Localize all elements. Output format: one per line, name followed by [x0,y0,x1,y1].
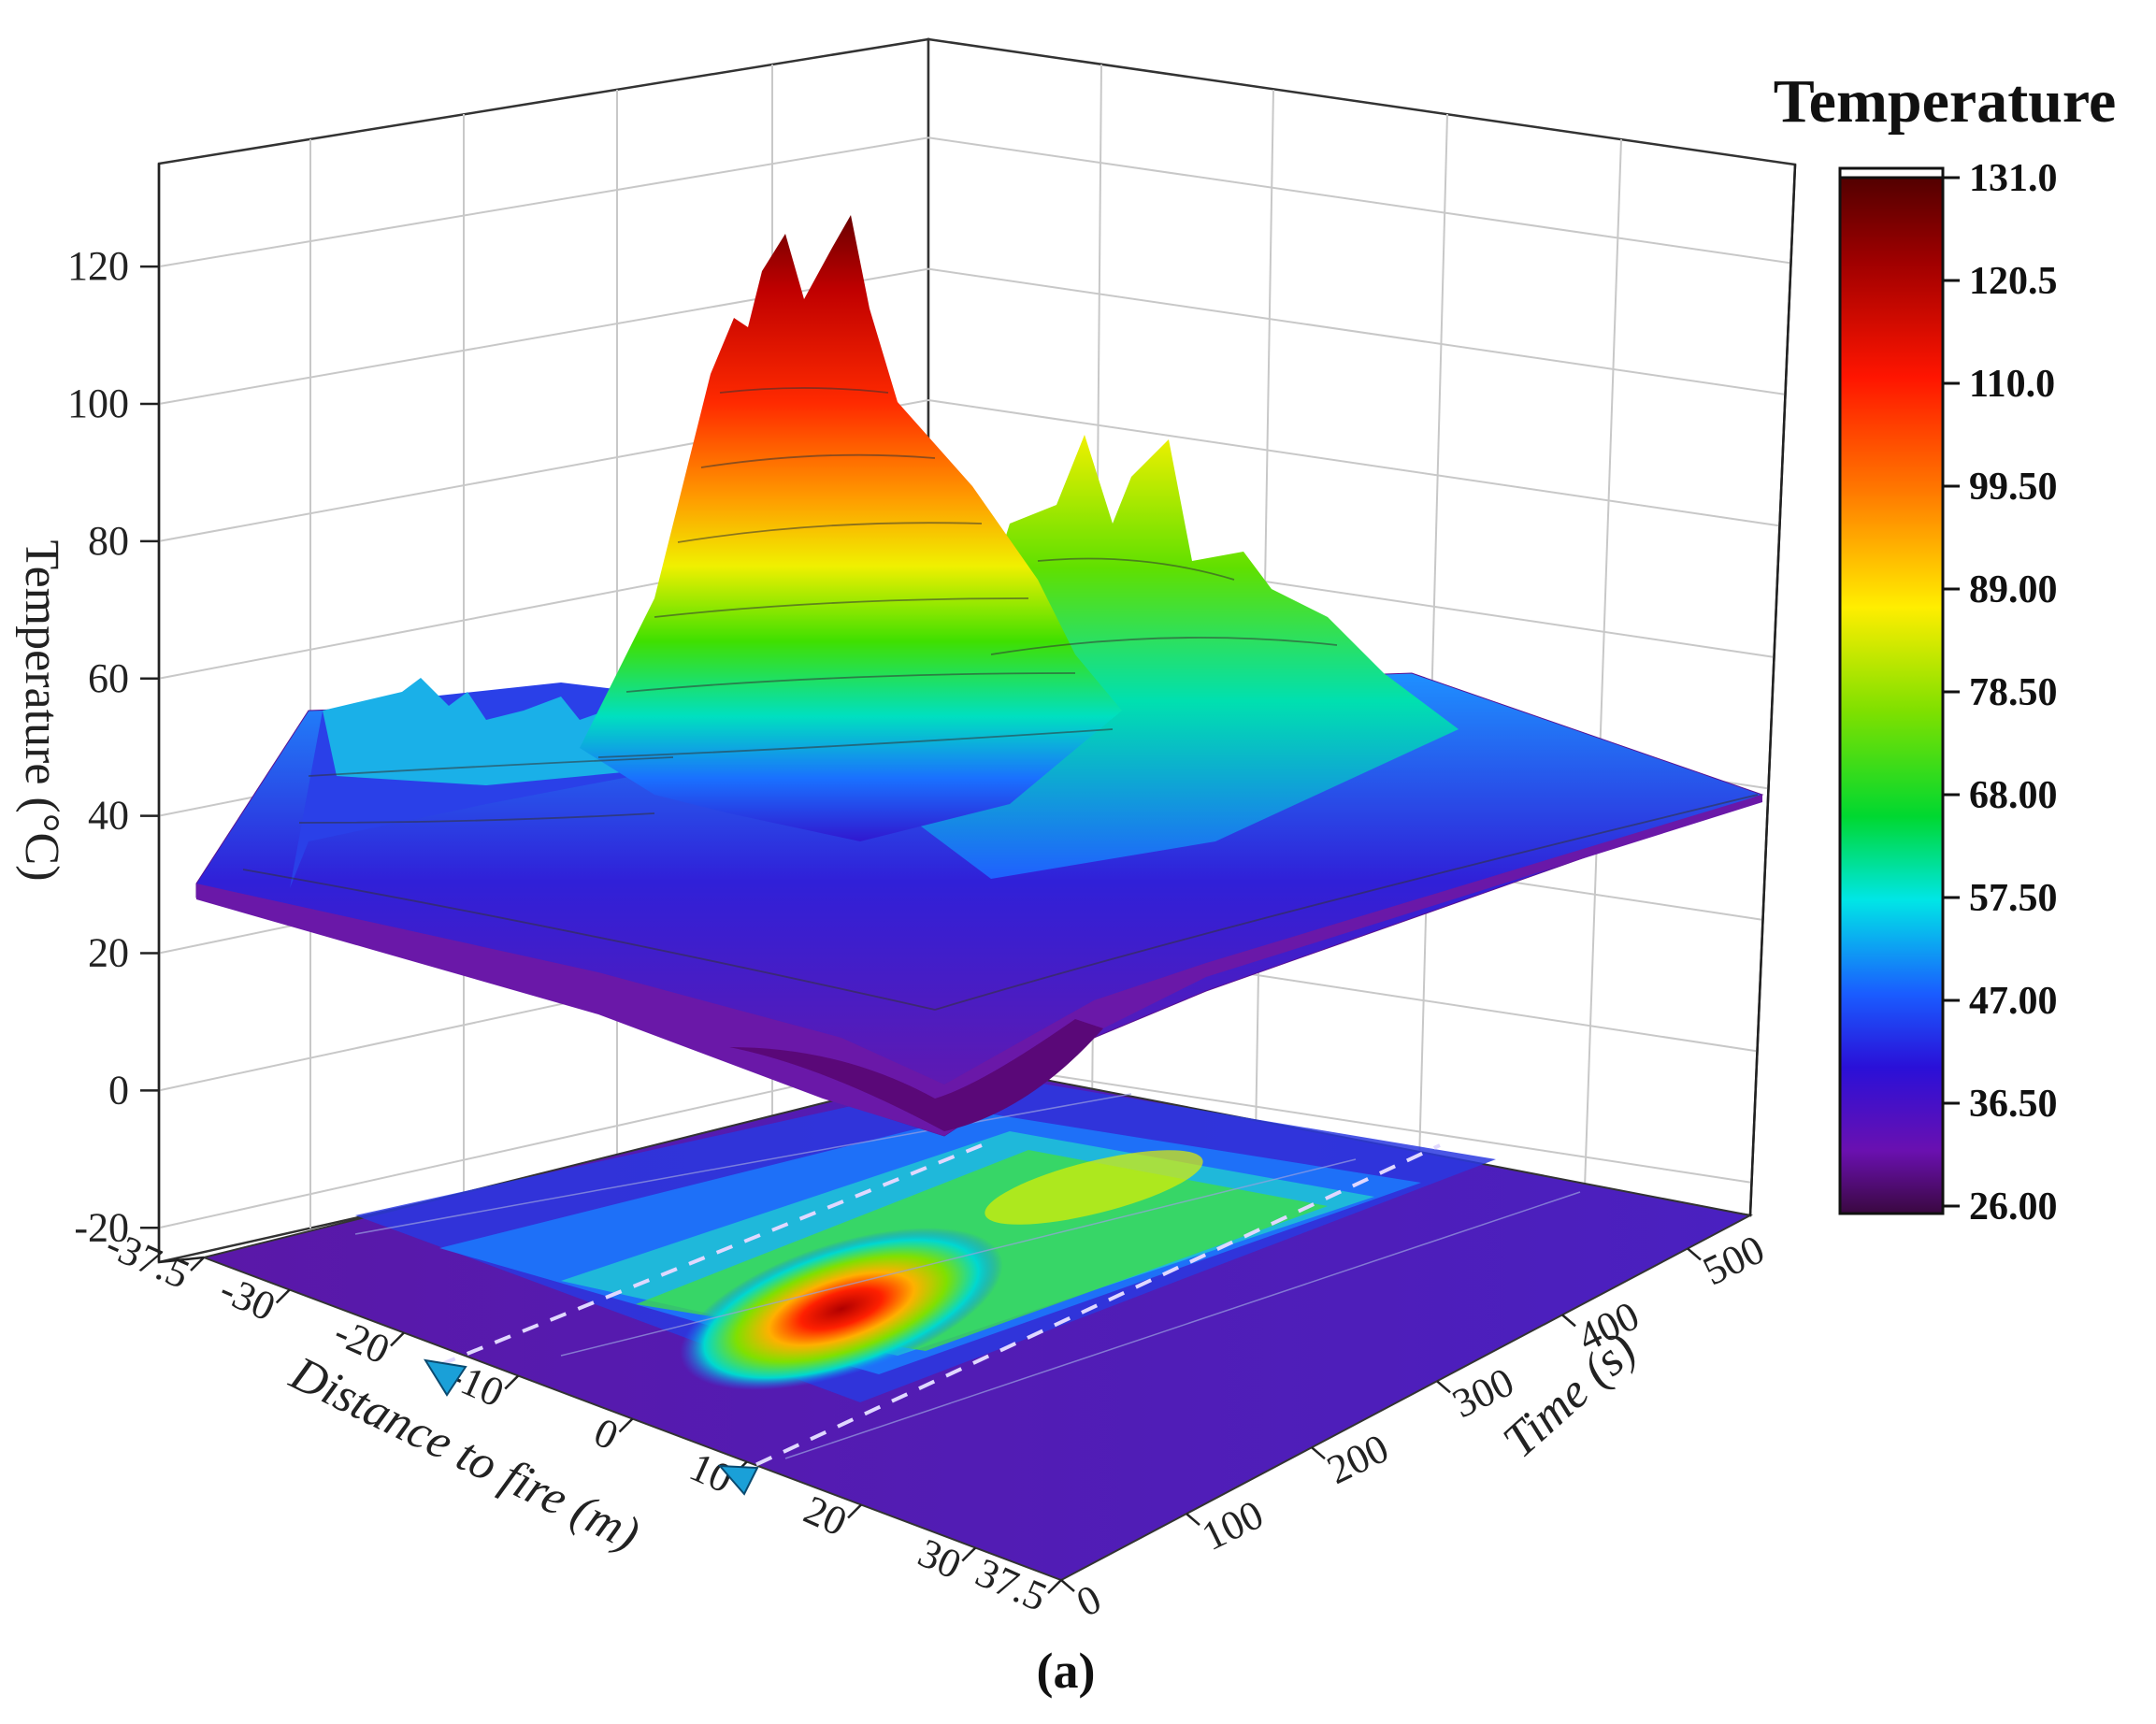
x-tick-mark [390,1331,405,1347]
z-axis-ticks: -20 0 20 40 60 80 100 120 [67,243,159,1250]
colorbar-tick-label: 110.0 [1969,363,2055,406]
z-tick-label: 120 [67,243,129,289]
floor-contour-map [200,1064,1753,1582]
z-axis-title: Temperature (°C) [15,539,68,881]
colorbar-tick-label: 36.50 [1969,1083,2058,1126]
panel-label: (a) [1037,1643,1096,1699]
position-markers [423,1358,759,1496]
colorbar-tick-label: 89.00 [1969,568,2058,611]
y-tick-mark [1060,1579,1075,1592]
z-tick-label: 0 [108,1067,129,1113]
z-tick-label: 20 [88,930,129,976]
marker-left [423,1358,467,1397]
z-tick-label: 100 [67,381,129,426]
y-tick-mark [1311,1446,1326,1460]
x-tick-label: 0 [587,1409,625,1459]
x-tick-mark [504,1374,520,1390]
temperature-surface [195,215,1764,1137]
x-tick-mark [190,1257,205,1271]
z-tick-label: 80 [88,518,129,564]
y-tick-mark [1186,1513,1200,1527]
z-tick-label: 60 [88,655,129,701]
y-tick-mark [1687,1247,1702,1261]
colorbar-legend: Temperature 131.0 120.5 110.0 99.50 89.00 78.… [1774,67,2117,1228]
z-tick-label: 40 [88,793,129,839]
colorbar-tick-label: 68.00 [1969,774,2058,817]
z-tick-label: -20 [74,1204,129,1250]
colorbar-tick-label: 99.50 [1969,466,2058,509]
colorbar-tick-label: 47.00 [1969,980,2058,1023]
colorbar-tick-label: 131.0 [1969,157,2058,200]
x-tick-mark [1047,1579,1062,1594]
x-tick-mark [618,1417,634,1433]
x-tick-mark [961,1546,977,1562]
y-tick-mark [1436,1380,1451,1394]
x-tick-mark [275,1288,291,1304]
colorbar-tick-label: 78.50 [1969,671,2058,714]
colorbar-tick-label: 26.00 [1969,1185,2058,1228]
colorbar-gradient [1838,166,1945,1215]
marker-right [717,1464,759,1496]
y-tick-label: 0 [1070,1575,1108,1626]
legend-title: Temperature [1774,67,2117,136]
x-tick-mark [847,1503,862,1519]
axes-frame [157,164,1797,1264]
colorbar-tick-label: 57.50 [1969,877,2058,920]
colorbar-tick-label: 120.5 [1969,260,2058,303]
y-tick-mark [1561,1314,1576,1328]
